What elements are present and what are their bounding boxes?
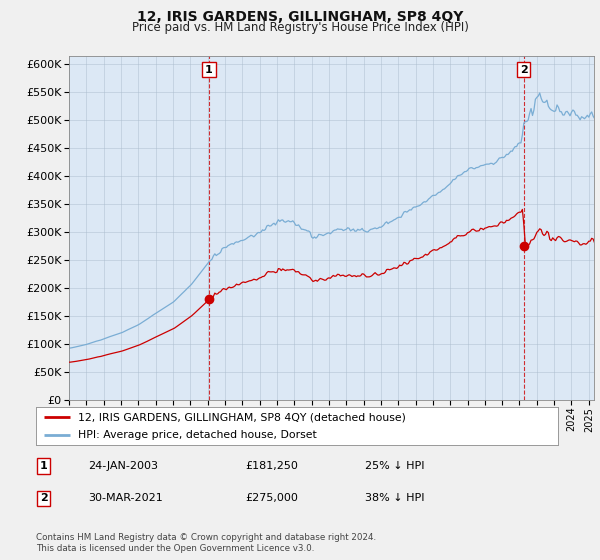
Text: 30-MAR-2021: 30-MAR-2021 bbox=[88, 493, 163, 503]
Text: 1: 1 bbox=[205, 64, 213, 74]
Text: 24-JAN-2003: 24-JAN-2003 bbox=[88, 461, 158, 471]
Text: £181,250: £181,250 bbox=[245, 461, 298, 471]
Text: 12, IRIS GARDENS, GILLINGHAM, SP8 4QY: 12, IRIS GARDENS, GILLINGHAM, SP8 4QY bbox=[137, 10, 463, 24]
Text: Contains HM Land Registry data © Crown copyright and database right 2024.
This d: Contains HM Land Registry data © Crown c… bbox=[36, 533, 376, 553]
Text: HPI: Average price, detached house, Dorset: HPI: Average price, detached house, Dors… bbox=[78, 430, 317, 440]
Text: 12, IRIS GARDENS, GILLINGHAM, SP8 4QY (detached house): 12, IRIS GARDENS, GILLINGHAM, SP8 4QY (d… bbox=[78, 412, 406, 422]
Text: Price paid vs. HM Land Registry's House Price Index (HPI): Price paid vs. HM Land Registry's House … bbox=[131, 21, 469, 34]
Text: 1: 1 bbox=[40, 461, 48, 471]
Text: £275,000: £275,000 bbox=[245, 493, 298, 503]
Text: 25% ↓ HPI: 25% ↓ HPI bbox=[365, 461, 424, 471]
Text: 2: 2 bbox=[40, 493, 48, 503]
Text: 38% ↓ HPI: 38% ↓ HPI bbox=[365, 493, 424, 503]
Text: 2: 2 bbox=[520, 64, 528, 74]
